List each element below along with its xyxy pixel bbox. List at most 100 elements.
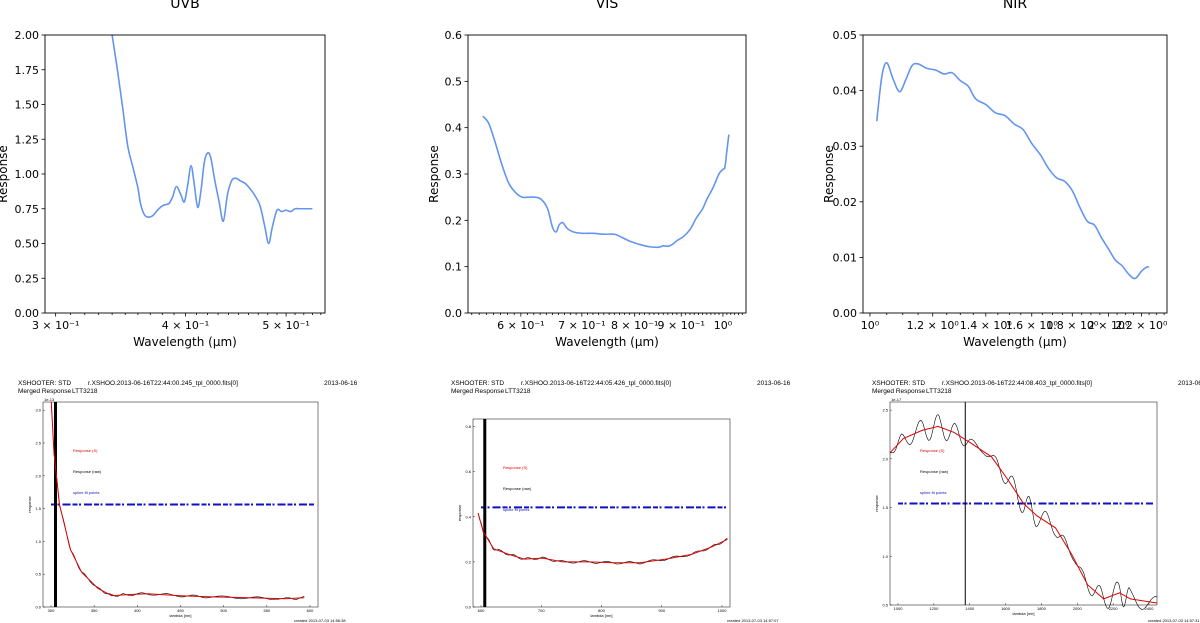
report-x-tick-label: 400 bbox=[134, 608, 141, 613]
report-target: LTT3218 bbox=[926, 388, 952, 395]
y-axis-label: Response bbox=[822, 145, 836, 203]
report-x-tick-label: 1000 bbox=[718, 608, 728, 613]
report-scale-note: 1e-17 bbox=[891, 397, 902, 402]
x-tick-label: 6 × 10⁻¹ bbox=[497, 319, 544, 332]
report-y-tick-label: 0.5 bbox=[35, 572, 41, 577]
report-subheader: Merged Response bbox=[18, 388, 71, 395]
raw-response-line bbox=[889, 414, 1158, 610]
x-tick-label: 10⁰ bbox=[861, 319, 880, 332]
report-y-tick-label: 3.0 bbox=[35, 408, 41, 413]
report-y-tick-label: 1.0 bbox=[35, 539, 41, 544]
report-y-tick-label: 2.5 bbox=[35, 441, 41, 446]
y-tick-label: 0.03 bbox=[833, 140, 858, 153]
report-x-tick-label: 2200 bbox=[1109, 606, 1119, 611]
y-tick-label: 1.00 bbox=[15, 168, 40, 181]
x-tick-label: 3 × 10⁻¹ bbox=[32, 319, 79, 332]
report-target: LTT3218 bbox=[72, 388, 98, 395]
x-axis-label: Wavelength (μm) bbox=[555, 335, 659, 349]
report-legend-entry: Response (raw) bbox=[503, 486, 532, 491]
report-file: r.XSHOO.2013-06-16T22:44:05.426_tpl_0000… bbox=[521, 380, 671, 387]
y-tick-label: 0.3 bbox=[445, 168, 463, 181]
y-tick-label: 0.02 bbox=[833, 196, 858, 209]
report-legend-entry: Response (S) bbox=[503, 465, 528, 470]
chart-uvb: UVB 0.00 0.25 0.50 0.75 1.00 1.25 1.50 1.75 2.00 3… bbox=[0, 0, 326, 349]
report-legend-entry: spline fit points bbox=[503, 507, 529, 512]
x-tick-label: 2 × 10⁰ bbox=[1088, 319, 1130, 332]
x-tick-label: 9 × 10⁻¹ bbox=[658, 319, 705, 332]
report-y-tick-label: 0.6 bbox=[465, 469, 471, 474]
report-legend-entry: Response (raw) bbox=[73, 469, 102, 474]
report-y-tick-label: 0.2 bbox=[465, 559, 471, 564]
y-tick-label: 0.0 bbox=[445, 307, 463, 320]
report-y-tick-label: 1.5 bbox=[35, 506, 41, 511]
report-subheader: Merged Response bbox=[872, 388, 925, 395]
y-tick-label: 1.50 bbox=[15, 99, 40, 112]
report-x-tick-label: 350 bbox=[91, 608, 98, 613]
report-file: r.XSHOO.2013-06-16T22:44:08.403_tpl_0000… bbox=[942, 380, 1092, 387]
y-tick-label: 1.75 bbox=[15, 64, 40, 77]
report-footer: created 2013-07-03 14:57:31 bbox=[1148, 618, 1200, 623]
raw-response-spike bbox=[964, 402, 966, 605]
report-x-tick-label: 1400 bbox=[965, 606, 975, 611]
x-tick-label: 2.2 × 10⁰ bbox=[1115, 319, 1168, 332]
plot-frame bbox=[467, 34, 747, 314]
raw-response-spike bbox=[54, 402, 57, 607]
report-y-axis-label: response bbox=[457, 504, 462, 521]
report-x-tick-label: 2000 bbox=[1073, 606, 1083, 611]
report-x-tick-label: 700 bbox=[538, 608, 545, 613]
y-tick-label: 0.4 bbox=[445, 122, 463, 135]
report-x-tick-label: 500 bbox=[220, 608, 227, 613]
report-legend-entry: spline fit points bbox=[920, 490, 946, 495]
report-legend-entry: Response (S) bbox=[73, 448, 98, 453]
report-x-tick-label: 450 bbox=[177, 608, 184, 613]
report-subheader: Merged Response bbox=[451, 388, 504, 395]
report-target: LTT3218 bbox=[505, 388, 531, 395]
series-line bbox=[111, 35, 313, 245]
report-y-tick-label: 0.4 bbox=[465, 514, 471, 519]
report-x-tick-label: 1800 bbox=[1037, 606, 1047, 611]
plot-frame bbox=[862, 34, 1168, 314]
report-y-tick-label: 0.5 bbox=[882, 603, 888, 608]
report-scale-note: 1e-13 bbox=[44, 397, 55, 402]
x-tick-label: 5 × 10⁻¹ bbox=[262, 319, 309, 332]
report-plot-frame bbox=[472, 418, 731, 608]
report-legend-entry: spline fit points bbox=[73, 490, 99, 495]
series-line bbox=[482, 115, 730, 249]
x-axis-label: Wavelength (μm) bbox=[133, 335, 237, 349]
report-y-tick-label: 0.0 bbox=[35, 605, 41, 610]
y-tick-label: 0.2 bbox=[445, 214, 463, 227]
report-y-tick-label: 2.0 bbox=[882, 456, 888, 461]
chart-vis: VIS 0.0 0.1 0.2 0.3 0.4 0.5 0.6 6 × 10⁻¹ 7 × 10⁻¹… bbox=[427, 0, 747, 349]
y-tick-label: 0.5 bbox=[445, 75, 463, 88]
chart-title: NIR bbox=[1003, 0, 1028, 12]
report-x-axis-label: lambda [nm] bbox=[169, 613, 191, 618]
report-y-tick-label: 2.0 bbox=[35, 473, 41, 478]
report-legend-entry: Response (raw) bbox=[920, 469, 949, 474]
fitted-response-line bbox=[477, 512, 728, 564]
y-tick-label: 0.04 bbox=[833, 85, 858, 98]
report-x-tick-label: 800 bbox=[598, 608, 605, 613]
report-x-axis-label: lambda [nm] bbox=[1012, 611, 1034, 616]
report-header: XSHOOTER: STD bbox=[18, 380, 71, 387]
report-header: XSHOOTER: STD bbox=[451, 380, 504, 387]
report-x-tick-label: 300 bbox=[48, 608, 55, 613]
report-header: XSHOOTER: STD bbox=[872, 380, 925, 387]
x-tick-label: 1.8 × 10⁰ bbox=[1046, 319, 1099, 332]
report-x-axis-label: lambda [nm] bbox=[590, 613, 612, 618]
report-y-tick-label: 0.0 bbox=[465, 605, 471, 610]
report-date: 2013-06-16 bbox=[324, 380, 358, 387]
fitted-response-line bbox=[889, 425, 1158, 604]
y-tick-label: 0.00 bbox=[833, 307, 858, 320]
report-y-axis-label: response bbox=[27, 496, 32, 513]
y-axis-label: Response bbox=[0, 145, 10, 203]
report-footer: created 2013-07-03 14:57:07 bbox=[727, 618, 779, 623]
y-tick-label: 0.01 bbox=[833, 251, 858, 264]
report-file: r.XSHOO.2013-06-16T22:44:00.245_tpl_0000… bbox=[88, 380, 238, 387]
y-tick-label: 0.1 bbox=[445, 261, 463, 274]
report-y-tick-label: 2.5 bbox=[882, 408, 888, 413]
y-tick-label: 1.25 bbox=[15, 133, 40, 146]
